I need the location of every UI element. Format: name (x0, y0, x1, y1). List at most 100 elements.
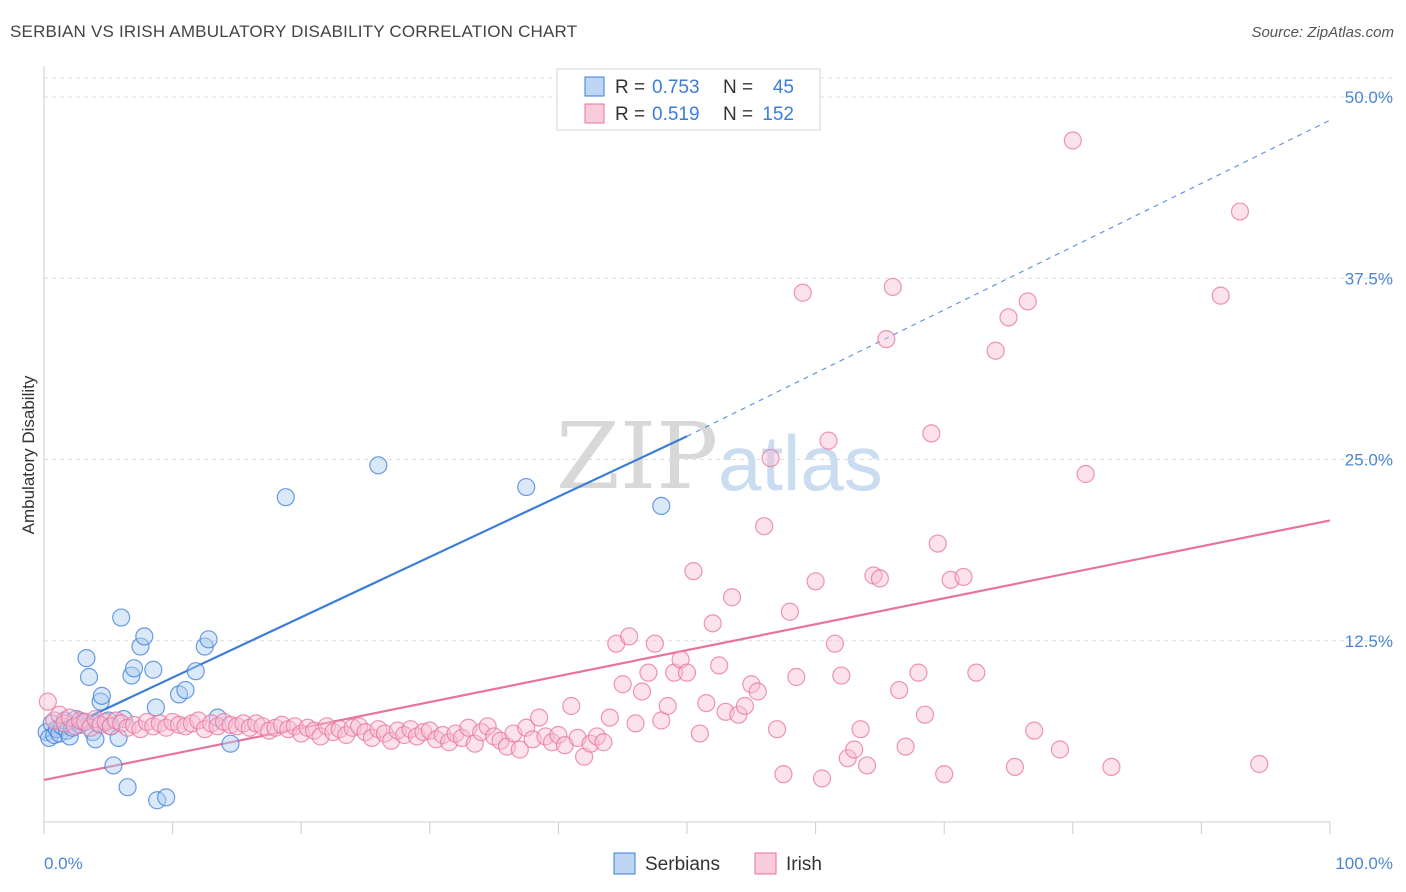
legend-n-label-irish: N = (723, 104, 753, 125)
data-point-irish (793, 283, 812, 302)
data-point-irish (806, 572, 825, 591)
data-point-serbians (124, 659, 144, 678)
data-point-irish (639, 663, 658, 682)
data-point-irish (626, 714, 645, 733)
legend-r-label-irish: R = (615, 104, 645, 125)
data-point-irish (761, 448, 780, 468)
data-point-irish (851, 720, 870, 739)
chart-title: SERBIAN VS IRISH AMBULATORY DISABILITY C… (10, 22, 578, 41)
data-point-serbians (652, 496, 671, 515)
data-point-irish (677, 663, 697, 682)
data-point-irish (999, 308, 1018, 327)
data-point-irish (742, 675, 761, 694)
watermark-atlas: atlas (718, 419, 883, 507)
data-point-irish (928, 534, 947, 553)
y-tick-labels: 12.5% 25.0% 37.5% 50.0% (1345, 88, 1393, 651)
data-point-irish (1076, 464, 1095, 484)
data-point-irish (896, 737, 915, 756)
data-point-irish (954, 567, 973, 587)
data-point-irish (767, 720, 787, 739)
data-point-serbians (77, 649, 96, 668)
data-point-irish (594, 733, 613, 752)
data-point-irish (510, 740, 529, 759)
data-point-irish (50, 705, 69, 724)
data-point-irish (517, 718, 536, 737)
data-point-irish (857, 756, 877, 775)
data-point-irish (870, 569, 890, 588)
legend-n-value-irish: 152 (762, 104, 794, 125)
data-point-irish (337, 725, 356, 745)
bottom-legend-label-irish: Irish (786, 854, 822, 875)
data-point-irish (1250, 754, 1269, 774)
data-point-serbians (517, 477, 536, 497)
trend-lines (43, 119, 1331, 782)
data-point-irish (967, 663, 986, 682)
axes (43, 66, 1331, 834)
data-point-irish (38, 692, 57, 711)
data-point-irish (787, 667, 806, 687)
data-point-irish (549, 725, 568, 745)
data-point-irish (65, 717, 84, 736)
data-point-irish (632, 682, 652, 701)
data-point-irish (1018, 292, 1037, 311)
data-point-irish (1005, 757, 1025, 777)
data-point-irish (620, 627, 639, 646)
data-point-irish (465, 734, 484, 753)
data-point-irish (825, 634, 844, 653)
x-tick-label-min: 0.0% (44, 854, 83, 873)
data-point-irish (478, 717, 497, 736)
data-point-irish (755, 517, 774, 536)
data-point-serbians (104, 756, 123, 775)
data-point-irish (76, 712, 95, 732)
data-point-serbians (176, 680, 195, 700)
data-point-irish (1063, 131, 1082, 150)
data-point-irish (883, 277, 902, 297)
bottom-legend-label-serbians: Serbians (645, 854, 720, 875)
data-point-irish (780, 602, 799, 621)
legend-swatch-irish (584, 103, 605, 124)
data-point-irish (845, 740, 864, 759)
y-tick-label: 50.0% (1345, 88, 1393, 107)
data-point-irish (697, 693, 716, 713)
data-point-irish (748, 682, 767, 701)
data-point-irish (613, 675, 632, 694)
data-point-irish (645, 634, 664, 653)
legend-r-label-serbians: R = (615, 77, 645, 98)
data-point-irish (877, 330, 896, 349)
y-tick-label: 12.5% (1345, 632, 1393, 651)
data-point-irish (106, 711, 126, 730)
data-point-irish (703, 614, 722, 633)
data-point-irish (562, 696, 581, 716)
bottom-legend-swatch-serbians (613, 852, 636, 875)
data-point-serbians (79, 667, 99, 687)
data-point-irish (684, 562, 703, 581)
trend-line-irish (43, 519, 1331, 782)
chart-source: Source: ZipAtlas.com (1251, 24, 1394, 41)
legend-r-value-irish: 0.519 (652, 104, 700, 125)
data-point-irish (86, 709, 105, 729)
grid-lines (44, 77, 1393, 642)
legend: R = 0.753 N = 45 R = 0.519 N = 152 (556, 68, 821, 131)
data-point-serbians (144, 660, 163, 679)
data-point-serbians (118, 778, 137, 797)
data-point-irish (1102, 757, 1121, 777)
data-point-irish (45, 711, 64, 730)
data-point-serbians (157, 788, 176, 807)
data-point-irish (986, 341, 1005, 360)
data-point-irish (1025, 721, 1044, 740)
data-point-irish (710, 656, 729, 675)
watermark: ZIP atlas (556, 403, 883, 510)
data-point-irish (915, 705, 935, 724)
data-point-serbians (91, 692, 110, 711)
legend-n-value-serbians: 45 (773, 77, 794, 98)
data-point-irish (922, 424, 941, 443)
data-point-irish (735, 696, 754, 716)
data-point-serbians (199, 630, 218, 649)
data-point-irish (690, 724, 709, 743)
data-point-irish (812, 769, 832, 788)
data-point-serbians (131, 637, 150, 656)
data-point-serbians (135, 627, 154, 646)
data-point-serbians (122, 666, 141, 685)
data-point-irish (1050, 740, 1070, 759)
